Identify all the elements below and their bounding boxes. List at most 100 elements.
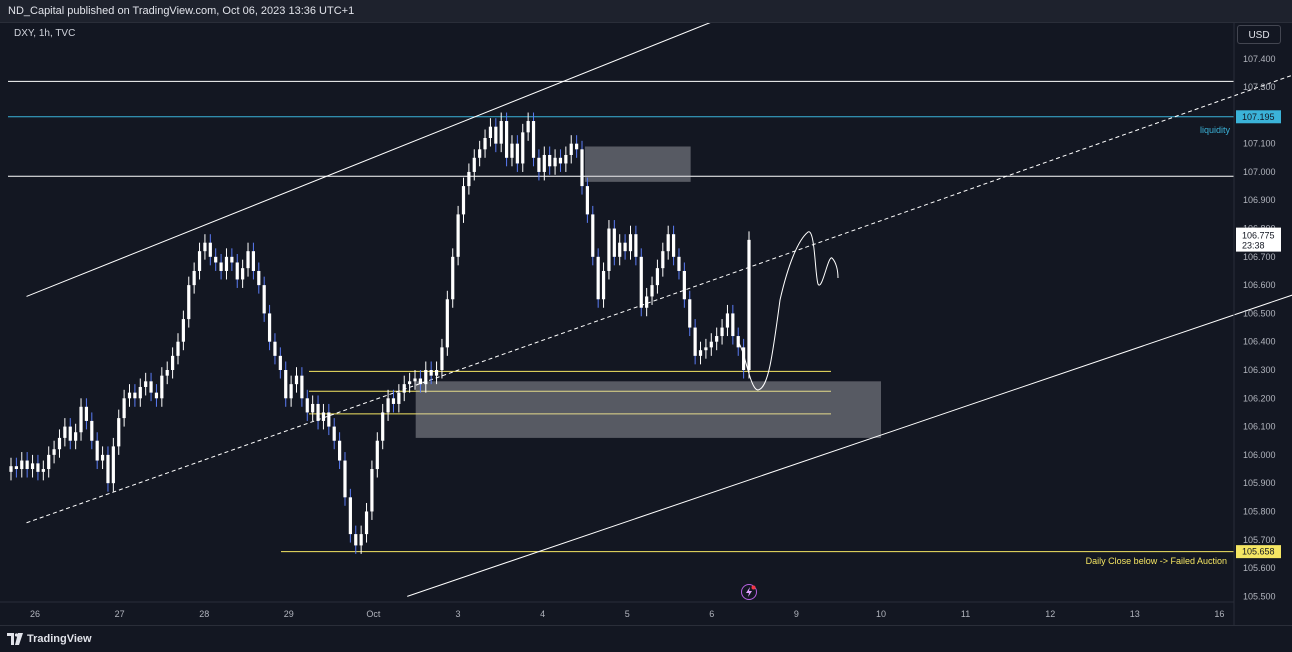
candle-body-7 (47, 454, 51, 470)
candle-body-104 (569, 143, 573, 155)
candle-body-106 (580, 149, 584, 187)
y-tick-label-3: 107.000 (1243, 167, 1276, 177)
candle-body-116 (634, 234, 638, 257)
candle-body-83 (456, 214, 460, 257)
footer: TradingView (0, 625, 1292, 652)
x-tick-label-9: 9 (794, 609, 799, 619)
candle-body-12 (74, 432, 78, 441)
candle-body-89 (488, 126, 493, 138)
y-tick-label-6: 106.700 (1243, 252, 1276, 262)
candle-body-0 (9, 466, 13, 472)
candle-body-107 (585, 186, 589, 215)
candle-body-64 (354, 534, 358, 546)
price-tag-bg-1 (1236, 227, 1281, 252)
y-tick-label-14: 105.900 (1243, 478, 1276, 488)
x-axis-ticks: 26 27 28 29 Oct 3 4 5 6 9 10 11 12 13 16 (30, 609, 1224, 619)
candle-body-42 (235, 262, 239, 280)
candle-body-126 (688, 299, 692, 328)
candle-body-54 (300, 375, 304, 399)
candle-body-101 (553, 157, 557, 167)
x-tick-label-11: 11 (961, 609, 970, 619)
candle-body-132 (720, 327, 724, 337)
candle-body-59 (327, 412, 331, 427)
x-tick-label-10: 10 (876, 609, 886, 619)
y-tick-label-0: 107.400 (1243, 54, 1276, 64)
price-tag-1: 106.775 (1242, 231, 1275, 241)
candle-body-63 (348, 497, 352, 535)
candle-body-90 (494, 126, 498, 144)
candle-body-17 (100, 454, 105, 461)
candle-body-6 (41, 469, 45, 472)
candle-body-57 (316, 403, 320, 421)
candle-body-79 (434, 370, 439, 376)
candle-body-91 (499, 121, 503, 144)
channel-lines (26, 0, 1292, 597)
candle-body-67 (370, 469, 374, 512)
candle-body-56 (311, 403, 315, 413)
symbol-label[interactable]: DXY, 1h, TVC (14, 28, 76, 39)
brand-text: TradingView (27, 633, 92, 645)
candle-body-110 (601, 270, 606, 300)
x-tick-label-0: 26 (30, 609, 40, 619)
price-tag-2: 105.658 (1242, 547, 1275, 557)
candle-body-87 (478, 149, 482, 158)
candle-body-60 (332, 426, 336, 441)
candle-body-124 (677, 256, 681, 271)
candle-body-53 (294, 375, 299, 385)
candle-body-50 (278, 355, 282, 370)
candle-body-34 (192, 270, 196, 286)
candle-body-105 (575, 143, 579, 150)
candle-body-1 (14, 466, 18, 470)
candle-body-33 (187, 285, 191, 320)
y-tick-label-1: 107.300 (1243, 82, 1276, 92)
candle-body-96 (526, 121, 530, 133)
x-tick-label-13: 13 (1130, 609, 1140, 619)
channel-line-0 (26, 0, 768, 297)
candle-body-5 (36, 463, 40, 472)
candle-body-35 (197, 251, 202, 271)
x-tick-label-8: 6 (709, 609, 714, 619)
candle-body-25 (144, 381, 148, 387)
candle-body-40 (224, 256, 229, 271)
y-tick-label-18: 105.500 (1243, 591, 1276, 601)
candle-body-28 (160, 375, 164, 399)
candle-body-125 (682, 270, 686, 300)
y-tick-label-17: 105.600 (1243, 563, 1276, 573)
candle-body-66 (364, 511, 369, 535)
candle-body-99 (542, 154, 546, 172)
lightning-icon[interactable] (741, 584, 757, 600)
failed-auction-annotation: Daily Close below -> Failed Auction (1086, 556, 1227, 566)
candle-body-61 (337, 440, 342, 461)
candle-body-122 (666, 234, 670, 252)
candle-body-72 (397, 392, 401, 404)
x-tick-label-7: 5 (625, 609, 630, 619)
price-tag-0: 107.195 (1242, 112, 1275, 122)
y-tick-label-4: 106.900 (1243, 195, 1276, 205)
candle-body-133 (725, 313, 730, 328)
candlestick-series (9, 112, 751, 554)
candle-body-29 (165, 370, 169, 376)
candle-body-48 (267, 313, 272, 342)
candle-body-37 (208, 242, 212, 257)
y-tick-label-7: 106.600 (1243, 280, 1276, 290)
candle-body-120 (655, 268, 660, 286)
candle-body-111 (607, 228, 611, 271)
candle-body-70 (386, 398, 390, 413)
candle-body-137 (747, 239, 751, 370)
candle-body-47 (262, 285, 266, 314)
candle-body-82 (451, 256, 455, 300)
candle-body-41 (230, 256, 234, 263)
channel-line-2 (407, 294, 1292, 597)
candle-body-22 (127, 392, 132, 399)
candle-body-128 (698, 350, 703, 356)
currency-button[interactable]: USD (1237, 25, 1281, 44)
candle-body-49 (273, 341, 277, 356)
candle-body-46 (257, 270, 261, 286)
candle-body-20 (117, 418, 121, 447)
candle-body-45 (251, 251, 256, 271)
candle-body-118 (645, 296, 649, 308)
candle-body-127 (693, 327, 697, 356)
brand[interactable]: TradingView (7, 631, 92, 647)
